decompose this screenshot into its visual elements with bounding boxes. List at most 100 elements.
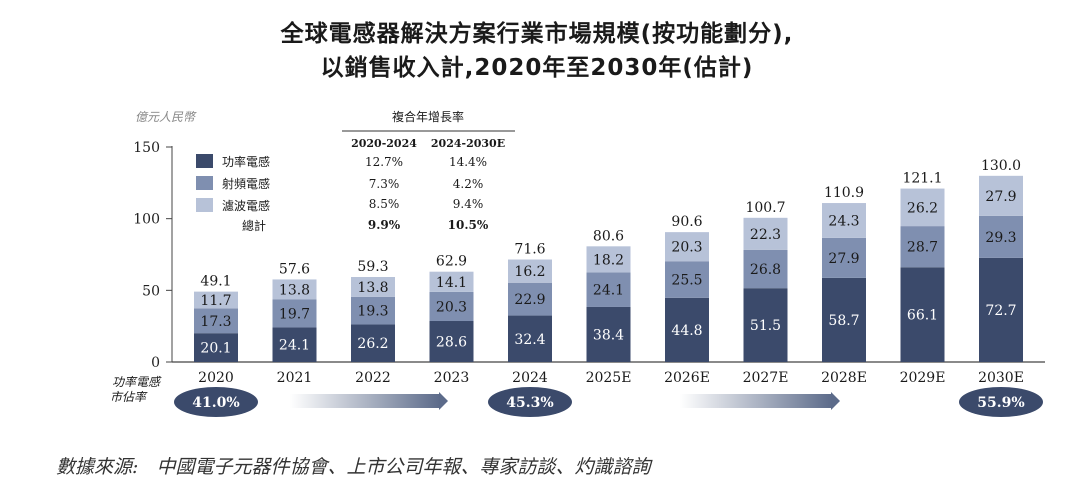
y-tick-label: 150	[133, 140, 160, 156]
trend-arrow	[290, 394, 440, 408]
chart-title-line2: 以銷售收入計,2020年至2030年(估計)	[320, 55, 754, 81]
bar-segment-filter	[586, 246, 631, 273]
bar-segment-filter	[351, 277, 395, 297]
bar-segment-rf	[272, 299, 317, 328]
bar-total-label: 80.6	[593, 228, 624, 244]
cagr-value: 9.4%	[453, 197, 484, 211]
bar-segment-rf	[351, 296, 395, 325]
bar-value-label: 20.3	[436, 299, 467, 315]
bar-segment-rf	[508, 282, 552, 316]
bar-segment-rf	[194, 308, 238, 334]
bar-value-label: 44.8	[671, 323, 702, 339]
legend-swatch	[196, 176, 213, 190]
bar-segment-filter	[743, 217, 788, 250]
bar-value-label: 20.3	[671, 240, 702, 256]
bar-segment-filter	[508, 259, 552, 283]
legend-label: 濾波電感	[222, 198, 270, 213]
bar-segment-power	[272, 327, 317, 362]
source-text: 中國電子元器件協會、上市公司年報、專家訪談、灼識諮詢	[156, 456, 651, 478]
bar-segment-power	[822, 277, 866, 362]
cagr-value: 10.5%	[448, 218, 489, 232]
bar-value-label: 14.1	[436, 275, 467, 291]
y-tick-label: 50	[142, 283, 160, 299]
market-share-label: 功率電感	[112, 375, 162, 389]
bar-segment-rf	[586, 272, 631, 307]
bar-segment-power	[508, 315, 552, 362]
bar-segment-filter	[272, 279, 317, 300]
bar-segment-filter	[194, 291, 238, 309]
bar-value-label: 22.3	[750, 227, 781, 243]
market-share-label: 市佔率	[110, 390, 148, 404]
bar-segment-rf	[822, 237, 866, 278]
x-tick-label: 2020	[198, 370, 234, 386]
bar-value-label: 26.2	[907, 200, 938, 216]
legend-label: 功率電感	[222, 154, 270, 169]
y-tick-label: 100	[133, 212, 160, 228]
y-tick-label: 0	[151, 355, 160, 371]
bar-segment-power	[194, 333, 238, 362]
market-share-ellipse	[174, 387, 258, 417]
market-share-value: 55.9%	[977, 395, 1024, 411]
x-tick-label: 2030E	[978, 370, 1024, 386]
trend-arrow	[680, 394, 832, 408]
bar-value-label: 19.7	[279, 306, 310, 322]
bar-value-label: 32.4	[514, 332, 545, 348]
bar-value-label: 58.7	[828, 313, 859, 329]
market-share-value: 41.0%	[192, 395, 239, 411]
bar-segment-power	[665, 297, 709, 362]
legend-swatch	[196, 154, 213, 168]
bar-segment-rf	[743, 249, 788, 289]
source-label: 數據來源:	[56, 456, 139, 478]
cagr-value: 7.3%	[369, 177, 400, 191]
bar-value-label: 28.7	[907, 240, 938, 256]
bar-value-label: 13.8	[279, 282, 310, 298]
trend-arrow-head	[439, 392, 448, 410]
bar-segment-filter	[900, 188, 945, 227]
x-tick-label: 2021	[277, 370, 313, 386]
market-share-ellipse	[488, 387, 572, 417]
bar-value-label: 22.9	[514, 292, 545, 308]
bar-total-label: 90.6	[671, 214, 702, 230]
bar-segment-power	[979, 257, 1023, 362]
cagr-value: 12.7%	[365, 155, 403, 169]
bar-segment-power	[351, 324, 395, 362]
bar-value-label: 18.2	[593, 252, 624, 268]
bar-segment-power	[900, 267, 945, 362]
bar-value-label: 28.6	[436, 335, 467, 351]
cagr-value: 8.5%	[369, 197, 400, 211]
bar-total-label: 110.9	[824, 185, 864, 201]
bar-segment-rf	[665, 261, 709, 298]
bar-segment-rf	[900, 226, 945, 268]
bar-value-label: 66.1	[907, 308, 938, 324]
bar-total-label: 49.1	[200, 274, 231, 290]
bar-total-label: 121.1	[902, 171, 942, 187]
trend-arrow-head	[831, 392, 840, 410]
x-tick-label: 2022	[355, 370, 391, 386]
cagr-column-header: 2024-2030E	[431, 137, 505, 150]
cagr-value: 14.4%	[449, 155, 487, 169]
legend-swatch	[196, 198, 213, 212]
bar-total-label: 62.9	[436, 254, 467, 270]
bar-segment-filter	[979, 175, 1023, 216]
bar-value-label: 24.1	[279, 338, 310, 354]
bar-value-label: 72.7	[985, 303, 1016, 319]
bar-segment-filter	[429, 271, 474, 292]
bar-value-label: 51.5	[750, 318, 781, 334]
bar-value-label: 25.5	[671, 273, 702, 289]
chart-title-line1: 全球電感器解決方案行業市場規模(按功能劃分),	[280, 21, 794, 47]
bar-segment-rf	[429, 291, 474, 322]
bar-value-label: 27.9	[828, 251, 859, 267]
bar-value-label: 11.7	[200, 293, 231, 309]
bar-total-label: 57.6	[279, 261, 310, 277]
cagr-value: 4.2%	[453, 177, 484, 191]
bar-segment-rf	[979, 215, 1023, 258]
bar-segment-power	[743, 288, 788, 362]
bar-segment-filter	[822, 203, 866, 238]
x-tick-label: 2025E	[586, 370, 632, 386]
cagr-value: 9.9%	[368, 218, 401, 232]
cagr-column-header: 2020-2024	[351, 137, 417, 150]
bar-value-label: 16.2	[514, 264, 545, 280]
bar-value-label: 17.3	[200, 314, 231, 330]
bar-value-label: 24.3	[828, 213, 859, 229]
